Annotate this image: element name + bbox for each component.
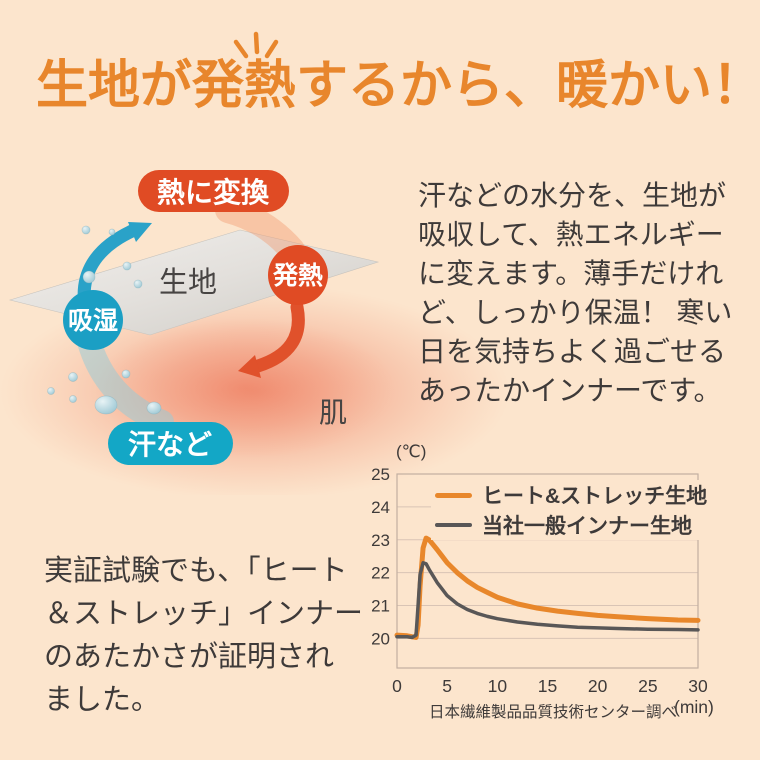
heat-convert-pill <box>138 170 289 212</box>
paragraph-line: 吸収して、熱エネルギー <box>418 219 724 250</box>
legend-label: ヒート&ストレッチ生地 <box>482 485 708 508</box>
chart-legend: ヒート&ストレッチ生地 当社一般インナー生地 <box>431 480 718 540</box>
legend-label: 当社一般インナー生地 <box>482 515 692 538</box>
chart-x-unit: (min) <box>674 697 714 717</box>
svg-text:5: 5 <box>442 676 452 696</box>
fabric-heat-diagram: 熱に変換 発熱 吸湿 汗など 生地 肌 <box>0 170 510 495</box>
paragraph-line: ＆ストレッチ」インナー <box>44 598 364 630</box>
legend-swatch <box>435 492 472 498</box>
moisture-swoosh <box>76 326 174 434</box>
fabric-label: 生地 <box>159 266 217 299</box>
legend-item: 当社一般インナー生地 <box>431 510 718 540</box>
temperature-chart: (℃) 20 21 22 23 24 25 0 5 10 15 20 25 30 ヒート&ストレッチ生地… <box>365 440 760 750</box>
svg-text:10: 10 <box>488 676 508 696</box>
water-droplets-icon <box>47 225 162 415</box>
svg-text:15: 15 <box>538 676 557 696</box>
paragraph-line: あったかインナーです。 <box>418 375 722 406</box>
description-paragraph: 汗などの水分を、生地が 吸収して、熱エネルギー に変えます。薄手だけれ ど、しっ… <box>418 176 753 410</box>
chart-canvas: 20 21 22 23 24 25 0 5 10 15 20 25 30 <box>371 465 708 696</box>
svg-text:24: 24 <box>371 498 390 517</box>
svg-text:21: 21 <box>371 597 390 616</box>
paragraph-line: 実証試験でも、「ヒート <box>44 555 348 587</box>
paragraph-line: ど、しっかり保温！ 寒い <box>418 297 733 328</box>
legend-item: ヒート&ストレッチ生地 <box>431 480 718 510</box>
proof-paragraph: 実証試験でも、「ヒート ＆ストレッチ」インナー のあたかさが証明され ました。 <box>44 550 379 722</box>
down-curved-arrow-icon <box>238 300 305 378</box>
warm-swoosh <box>215 197 305 263</box>
chart-y-unit: (℃) <box>396 442 427 461</box>
svg-text:25: 25 <box>638 676 657 696</box>
svg-text:23: 23 <box>371 531 390 550</box>
svg-text:22: 22 <box>371 564 390 583</box>
paragraph-line: 汗などの水分を、生地が <box>418 180 727 211</box>
page-title: 生地が発熱するから、暖かい！ <box>36 55 760 116</box>
svg-text:25: 25 <box>371 465 390 484</box>
sweat-pill <box>108 422 233 465</box>
heat-circle <box>268 245 328 305</box>
legend-swatch <box>435 523 472 527</box>
svg-text:20: 20 <box>588 676 608 696</box>
svg-text:0: 0 <box>392 676 402 696</box>
sparkle-rays-icon <box>233 31 279 59</box>
skin-label: 肌 <box>319 397 347 428</box>
chart-caption: 日本繊維製品品質技術センター調べ <box>428 704 677 721</box>
paragraph-line: に変えます。薄手だけれ <box>418 258 724 289</box>
svg-text:20: 20 <box>371 629 390 648</box>
heat-label: 発熱 <box>272 262 323 290</box>
paragraph-line: のあたかさが証明され <box>44 641 335 673</box>
heat-convert-label: 熱に変換 <box>157 176 270 208</box>
paragraph-line: ました。 <box>44 684 161 716</box>
sweat-label: 汗など <box>128 429 212 460</box>
absorb-circle <box>63 290 123 350</box>
svg-text:30: 30 <box>688 676 708 696</box>
paragraph-line: 日を気持ちよく過ごせる <box>418 336 727 367</box>
absorb-label: 吸湿 <box>68 307 118 335</box>
